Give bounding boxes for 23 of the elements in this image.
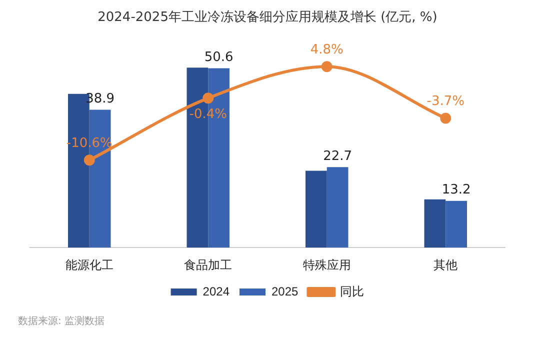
- point: [84, 154, 95, 166]
- data-label: 4.8%: [310, 42, 344, 58]
- x-tick-label: 其他: [434, 258, 458, 272]
- bar: [306, 170, 327, 248]
- x-tick-label: 能源化工: [65, 258, 114, 272]
- point: [202, 92, 214, 104]
- data-label: 13.2: [442, 182, 471, 198]
- data-label: -0.4%: [189, 107, 227, 122]
- x-tick-label: 食品加工: [184, 258, 232, 272]
- bar: [446, 200, 467, 248]
- data-label: 22.7: [323, 149, 352, 164]
- chart-title: 2024-2025年工业冷冻设备细分应用规模及增长 (亿元, %): [96, 9, 438, 26]
- data-label: -3.7%: [426, 94, 464, 110]
- point: [440, 112, 452, 124]
- legend-label: 2025: [272, 284, 299, 298]
- bar: [424, 199, 446, 248]
- point: [321, 61, 332, 72]
- x-tick-label: 特殊应用: [302, 258, 351, 272]
- data-label: 50.6: [204, 50, 234, 66]
- bar: [326, 167, 348, 248]
- source-note: 数据来源: 监测数据: [18, 314, 105, 328]
- legend-label: 2024: [202, 284, 230, 298]
- legend-label: 同比: [340, 284, 364, 298]
